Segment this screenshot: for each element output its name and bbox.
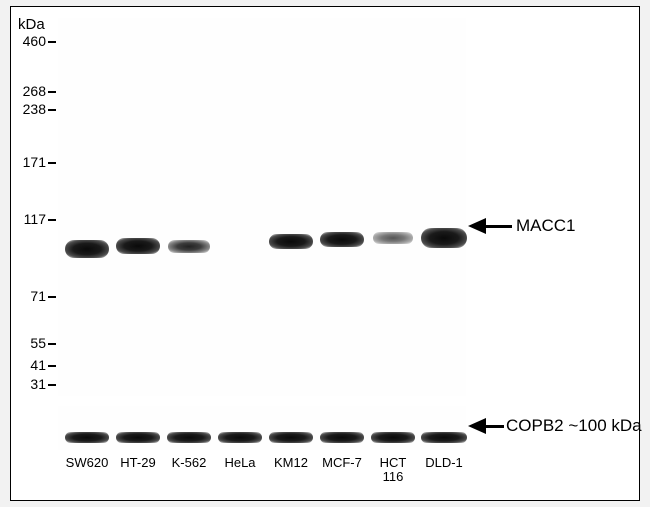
y-tick (48, 365, 56, 367)
blot-band-loading (65, 432, 109, 443)
blot-band (116, 238, 160, 254)
y-tick-label: 171 (16, 154, 46, 170)
blot-band (373, 232, 413, 244)
y-tick-label: 55 (22, 335, 46, 351)
blot-panel-main (58, 18, 466, 396)
y-tick-label: 117 (16, 211, 46, 227)
y-tick-label: 31 (22, 376, 46, 392)
y-tick (48, 384, 56, 386)
arrow-head-icon (468, 418, 486, 434)
y-axis-title: kDa (18, 16, 45, 33)
arrow-line (486, 225, 512, 228)
blot-band (168, 240, 210, 253)
blot-band (65, 240, 109, 258)
y-tick-label: 71 (22, 288, 46, 304)
lane-label: DLD-1 (419, 456, 469, 470)
blot-band-loading (269, 432, 313, 443)
y-tick (48, 296, 56, 298)
y-tick-label: 268 (16, 83, 46, 99)
blot-band (320, 232, 364, 247)
y-tick (48, 41, 56, 43)
y-tick (48, 343, 56, 345)
blot-band-loading (320, 432, 364, 443)
y-tick (48, 91, 56, 93)
annotation-macc1: MACC1 (516, 216, 576, 236)
arrow-line (486, 425, 504, 428)
y-tick (48, 162, 56, 164)
blot-band-loading (421, 432, 467, 443)
y-tick (48, 219, 56, 221)
lane-label: K-562 (164, 456, 214, 470)
lane-label: HT-29 (113, 456, 163, 470)
lane-label: MCF-7 (317, 456, 367, 470)
y-tick-label: 238 (16, 101, 46, 117)
annotation-copb2: COPB2 ~100 kDa (506, 416, 642, 436)
y-tick-label: 460 (16, 33, 46, 49)
arrow-head-icon (468, 218, 486, 234)
y-tick (48, 109, 56, 111)
lane-label: SW620 (62, 456, 112, 470)
lane-label: KM12 (266, 456, 316, 470)
blot-band-loading (116, 432, 160, 443)
blot-band (269, 234, 313, 249)
lane-label: HeLa (215, 456, 265, 470)
y-tick-label: 41 (22, 357, 46, 373)
lane-label: HCT 116 (368, 456, 418, 483)
blot-panel-loading (58, 406, 466, 450)
blot-band-loading (167, 432, 211, 443)
blot-band-loading (371, 432, 415, 443)
blot-band-loading (218, 432, 262, 443)
blot-band (421, 228, 467, 248)
